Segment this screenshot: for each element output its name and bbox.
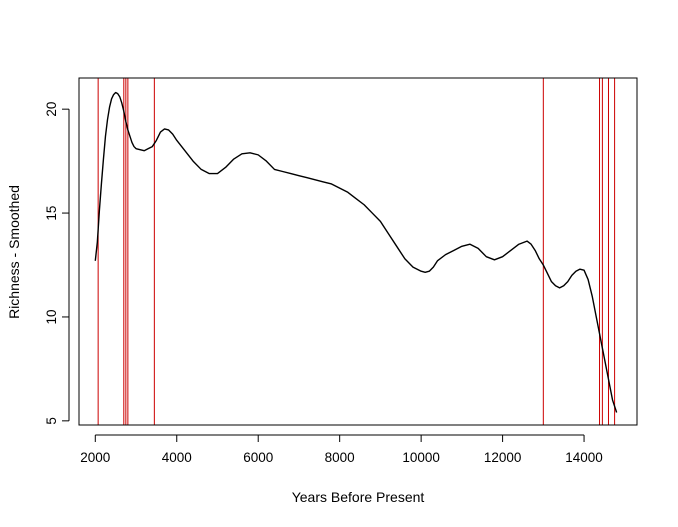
y-axis-title: Richness - Smoothed — [6, 185, 22, 319]
plot-frame — [78, 77, 638, 426]
x-tick-label-4000: 4000 — [162, 450, 192, 465]
y-axis: 5 10 15 20 — [44, 102, 70, 425]
y-tick-label-10: 10 — [44, 309, 59, 324]
x-tick-label-14000: 14000 — [565, 450, 603, 465]
x-tick-label-2000: 2000 — [80, 450, 110, 465]
vlines-layer — [97, 78, 616, 425]
x-tick-label-8000: 8000 — [325, 450, 355, 465]
x-axis: 2000 4000 6000 8000 10000 12000 14000 — [80, 434, 603, 465]
y-tick-label-15: 15 — [44, 206, 59, 221]
x-tick-label-12000: 12000 — [484, 450, 522, 465]
plot-area — [78, 77, 638, 426]
x-tick-label-10000: 10000 — [402, 450, 440, 465]
y-tick-label-5: 5 — [44, 417, 59, 425]
y-tick-label-20: 20 — [44, 102, 59, 117]
x-axis-title: Years Before Present — [292, 489, 425, 505]
series-line-richness — [94, 91, 618, 413]
x-tick-label-6000: 6000 — [243, 450, 273, 465]
